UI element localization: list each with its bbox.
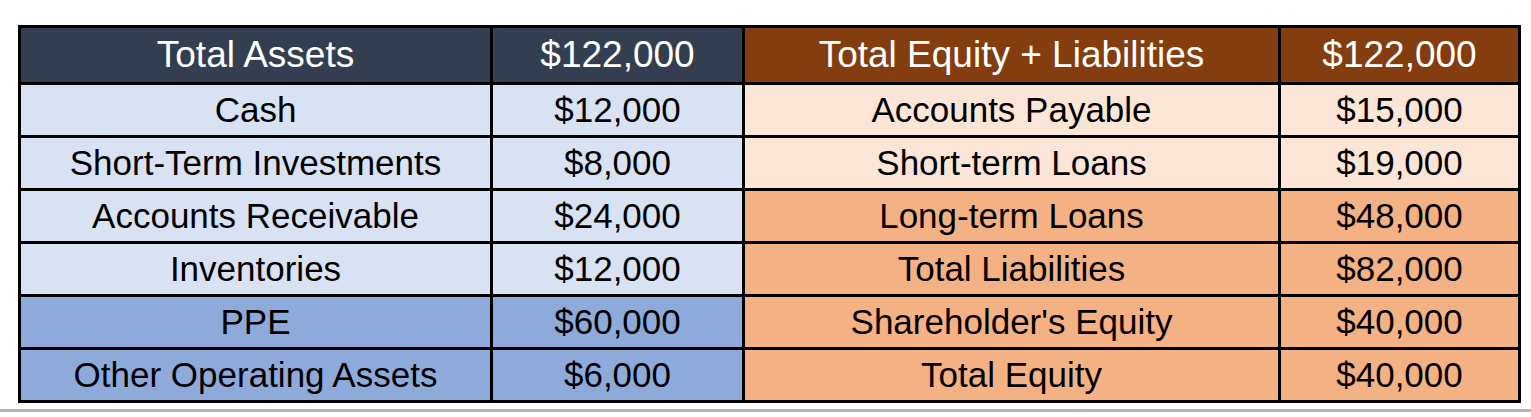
page-canvas: Total Assets $122,000 Total Equity + Lia…: [0, 0, 1531, 417]
asset-value-accounts-receivable: $24,000: [492, 190, 744, 243]
liability-value-total-equity: $40,000: [1280, 349, 1520, 402]
assets-header-value: $122,000: [492, 27, 744, 84]
balance-sheet-table: Total Assets $122,000 Total Equity + Lia…: [18, 25, 1521, 403]
liability-label-long-term-loans: Long-term Loans: [744, 190, 1280, 243]
asset-label-inventories: Inventories: [20, 243, 492, 296]
asset-label-cash: Cash: [20, 84, 492, 137]
equity-liabilities-header-value: $122,000: [1280, 27, 1520, 84]
liability-value-total-liabilities: $82,000: [1280, 243, 1520, 296]
table-row: Short-Term Investments $8,000 Short-term…: [20, 137, 1520, 190]
table-row: Accounts Receivable $24,000 Long-term Lo…: [20, 190, 1520, 243]
liability-value-shareholders-equity: $40,000: [1280, 296, 1520, 349]
asset-label-ppe: PPE: [20, 296, 492, 349]
table-header-row: Total Assets $122,000 Total Equity + Lia…: [20, 27, 1520, 84]
asset-value-short-term-investments: $8,000: [492, 137, 744, 190]
liability-label-total-liabilities: Total Liabilities: [744, 243, 1280, 296]
table-row: PPE $60,000 Shareholder's Equity $40,000: [20, 296, 1520, 349]
asset-value-other-operating-assets: $6,000: [492, 349, 744, 402]
table-row: Other Operating Assets $6,000 Total Equi…: [20, 349, 1520, 402]
liability-value-long-term-loans: $48,000: [1280, 190, 1520, 243]
equity-liabilities-header-label: Total Equity + Liabilities: [744, 27, 1280, 84]
page-bottom-divider: [0, 409, 1531, 412]
liability-label-total-equity: Total Equity: [744, 349, 1280, 402]
asset-value-ppe: $60,000: [492, 296, 744, 349]
asset-label-short-term-investments: Short-Term Investments: [20, 137, 492, 190]
table-row: Cash $12,000 Accounts Payable $15,000: [20, 84, 1520, 137]
liability-value-short-term-loans: $19,000: [1280, 137, 1520, 190]
liability-label-short-term-loans: Short-term Loans: [744, 137, 1280, 190]
balance-sheet: Total Assets $122,000 Total Equity + Lia…: [18, 25, 1518, 403]
asset-value-cash: $12,000: [492, 84, 744, 137]
asset-value-inventories: $12,000: [492, 243, 744, 296]
liability-label-shareholders-equity: Shareholder's Equity: [744, 296, 1280, 349]
asset-label-other-operating-assets: Other Operating Assets: [20, 349, 492, 402]
asset-label-accounts-receivable: Accounts Receivable: [20, 190, 492, 243]
liability-label-accounts-payable: Accounts Payable: [744, 84, 1280, 137]
liability-value-accounts-payable: $15,000: [1280, 84, 1520, 137]
assets-header-label: Total Assets: [20, 27, 492, 84]
table-row: Inventories $12,000 Total Liabilities $8…: [20, 243, 1520, 296]
